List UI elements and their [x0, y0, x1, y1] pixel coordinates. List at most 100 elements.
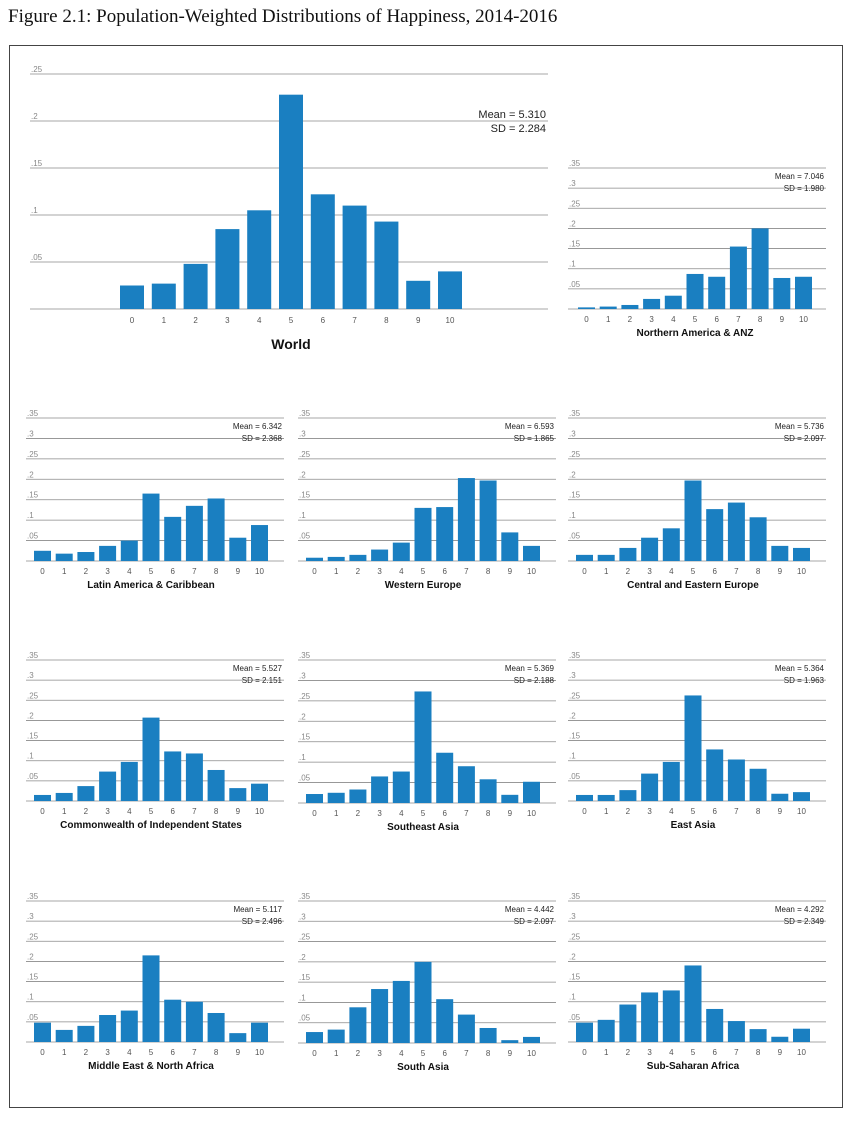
western-europe-bar-1 — [327, 556, 345, 561]
sub-saharan-africa-bar-10 — [793, 1028, 810, 1042]
latin-america-caribbean-xtick-label: 5 — [149, 567, 154, 576]
western-europe-sd-label: SD = 1.865 — [514, 434, 555, 443]
south-asia-xtick-label: 2 — [356, 1049, 361, 1058]
south-asia-bar-5 — [414, 961, 432, 1043]
southeast-asia-bar-7 — [457, 766, 475, 803]
sub-saharan-africa-sd-label: SD = 2.349 — [784, 917, 825, 926]
commonwealth-of-independent-states-bar-10 — [251, 783, 268, 801]
latin-america-caribbean-bar-2 — [77, 552, 95, 561]
latin-america-caribbean-xtick-label: 10 — [255, 567, 264, 576]
northern-america-anz-mean-label: Mean = 7.046 — [775, 172, 825, 181]
world-bar-3 — [215, 229, 240, 309]
commonwealth-of-independent-states-xtick-label: 5 — [149, 807, 154, 816]
western-europe-mean-label: Mean = 6.593 — [505, 422, 555, 431]
sub-saharan-africa-chart-title: Sub-Saharan Africa — [647, 1061, 740, 1072]
world-bar-5 — [279, 94, 303, 310]
commonwealth-of-independent-states-chart-title: Commonwealth of Independent States — [60, 820, 242, 831]
south-asia-bar-9 — [501, 1040, 519, 1043]
western-europe-ytick-label: .05 — [299, 532, 311, 541]
sub-saharan-africa-xtick-label: 4 — [669, 1048, 674, 1057]
east-asia-xtick-label: 2 — [626, 807, 631, 816]
latin-america-caribbean-bar-7 — [185, 505, 203, 561]
central-and-eastern-europe-xtick-label: 8 — [756, 567, 761, 576]
northern-america-anz-bar-4 — [664, 295, 682, 309]
southeast-asia-chart-title: Southeast Asia — [387, 822, 459, 833]
commonwealth-of-independent-states-xtick-label: 8 — [214, 807, 219, 816]
sub-saharan-africa-bar-5 — [684, 965, 702, 1042]
commonwealth-of-independent-states-bar-9 — [229, 788, 247, 801]
western-europe-bar-10 — [523, 545, 540, 561]
central-and-eastern-europe-ytick-label: .1 — [569, 511, 576, 520]
latin-america-caribbean-bar-1 — [55, 553, 73, 561]
middle-east-north-africa-xtick-label: 9 — [236, 1048, 241, 1057]
western-europe-bar-5 — [414, 507, 432, 561]
south-asia-ytick-label: .25 — [299, 933, 311, 942]
southeast-asia-ytick-label: .25 — [299, 692, 311, 701]
central-and-eastern-europe-xtick-label: 2 — [626, 567, 631, 576]
southeast-asia-xtick-label: 10 — [527, 809, 536, 818]
world-sd-label: SD = 2.284 — [491, 123, 546, 135]
latin-america-caribbean-ytick-label: .2 — [27, 470, 34, 479]
southeast-asia-xtick-label: 8 — [486, 809, 491, 818]
southeast-asia-ytick-label: .3 — [299, 671, 306, 680]
east-asia-xtick-label: 7 — [734, 807, 739, 816]
world-bar-4 — [247, 210, 272, 309]
western-europe-ytick-label: .3 — [299, 429, 306, 438]
central-and-eastern-europe-ytick-label: .35 — [569, 409, 581, 418]
east-asia-bar-0 — [576, 794, 593, 801]
latin-america-caribbean-xtick-label: 7 — [192, 567, 197, 576]
central-and-eastern-europe-xtick-label: 0 — [582, 567, 587, 576]
east-asia-xtick-label: 6 — [712, 807, 717, 816]
latin-america-caribbean-bar-9 — [229, 537, 247, 561]
middle-east-north-africa-ytick-label: .3 — [27, 912, 34, 921]
sub-saharan-africa-xtick-label: 6 — [712, 1048, 717, 1057]
east-asia-ytick-label: .1 — [569, 752, 576, 761]
central-and-eastern-europe-xtick-label: 10 — [797, 567, 806, 576]
northern-america-anz-xtick-label: 7 — [736, 315, 741, 324]
central-and-eastern-europe-bar-8 — [749, 517, 767, 561]
south-asia-bar-6 — [436, 999, 454, 1043]
south-asia-bar-10 — [523, 1036, 540, 1043]
latin-america-caribbean-ytick-label: .35 — [27, 409, 39, 418]
central-and-eastern-europe-chart-title: Central and Eastern Europe — [627, 580, 759, 591]
middle-east-north-africa-bar-1 — [55, 1029, 73, 1042]
northern-america-anz-bar-9 — [773, 277, 791, 309]
chart-east-asia: .05 .1 .15 .2 .25 .3 .35 0 1 2 3 4 5 6 7 8 9 10 Mean = 5.3… — [568, 651, 826, 831]
commonwealth-of-independent-states-ytick-label: .3 — [27, 671, 34, 680]
middle-east-north-africa-xtick-label: 10 — [255, 1048, 264, 1057]
sub-saharan-africa-ytick-label: .25 — [569, 932, 581, 941]
middle-east-north-africa-ytick-label: .05 — [27, 1013, 39, 1022]
commonwealth-of-independent-states-bar-5 — [142, 717, 160, 801]
chart-south-asia: .05 .1 .15 .2 .25 .3 .35 0 1 2 3 4 5 6 7 8 9 10 Mean = 4.4… — [298, 892, 556, 1073]
east-asia-bar-5 — [684, 695, 702, 801]
world-ytick-label: .1 — [31, 206, 38, 215]
south-asia-chart-title: South Asia — [397, 1062, 449, 1073]
western-europe-xtick-label: 7 — [464, 567, 469, 576]
southeast-asia-ytick-label: .15 — [299, 733, 311, 742]
middle-east-north-africa-bar-8 — [207, 1012, 225, 1042]
central-and-eastern-europe-xtick-label: 3 — [647, 567, 652, 576]
sub-saharan-africa-xtick-label: 5 — [691, 1048, 696, 1057]
western-europe-ytick-label: .35 — [299, 409, 311, 418]
commonwealth-of-independent-states-ytick-label: .05 — [27, 772, 39, 781]
world-bar-8 — [374, 221, 399, 309]
sub-saharan-africa-ytick-label: .2 — [569, 952, 576, 961]
south-asia-ytick-label: .2 — [299, 953, 306, 962]
southeast-asia-xtick-label: 5 — [421, 809, 426, 818]
latin-america-caribbean-ytick-label: .25 — [27, 450, 39, 459]
world-bar-10 — [438, 271, 462, 309]
middle-east-north-africa-xtick-label: 4 — [127, 1048, 132, 1057]
commonwealth-of-independent-states-bar-0 — [34, 794, 51, 801]
southeast-asia-xtick-label: 6 — [442, 809, 447, 818]
southeast-asia-bar-10 — [523, 781, 540, 803]
middle-east-north-africa-xtick-label: 1 — [62, 1048, 67, 1057]
northern-america-anz-chart-title: Northern America & ANZ — [636, 328, 753, 339]
northern-america-anz-bar-5 — [686, 273, 704, 309]
northern-america-anz-ytick-label: .1 — [569, 260, 576, 269]
western-europe-bar-3 — [371, 549, 389, 561]
southeast-asia-xtick-label: 7 — [464, 809, 469, 818]
central-and-eastern-europe-bar-3 — [641, 537, 659, 561]
latin-america-caribbean-xtick-label: 8 — [214, 567, 219, 576]
central-and-eastern-europe-mean-label: Mean = 5.736 — [775, 422, 825, 431]
east-asia-sd-label: SD = 1.963 — [784, 676, 825, 685]
